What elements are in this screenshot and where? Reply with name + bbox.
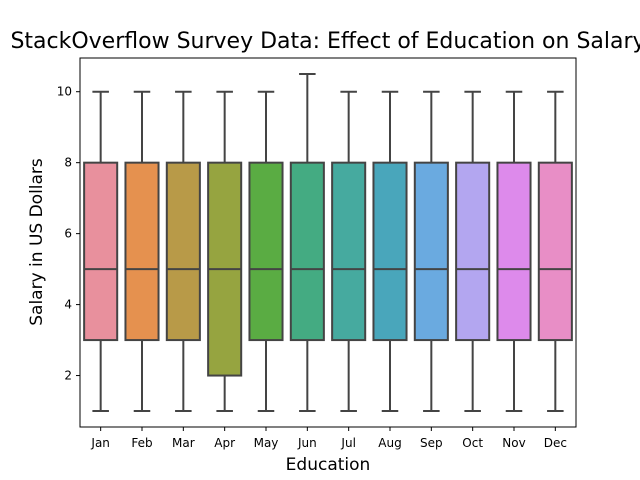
box-sep: [413, 90, 449, 413]
plot-frame: [79, 57, 577, 428]
x-tick-label-oct: Oct: [462, 436, 483, 450]
x-tick-label-sep: Sep: [420, 436, 443, 450]
box-body-dec: [537, 161, 573, 342]
x-tick-label-jul: Jul: [340, 436, 355, 450]
x-tick-label-mar: Mar: [172, 436, 195, 450]
y-tick-label-6: 6: [64, 227, 72, 241]
box-body-may: [248, 161, 284, 342]
box-nov: [496, 90, 532, 413]
box-body-jan: [83, 161, 119, 342]
x-tick-label-feb: Feb: [131, 436, 152, 450]
y-tick-label-8: 8: [64, 156, 72, 170]
plot-area: [83, 72, 573, 413]
x-axis-label: Education: [286, 455, 371, 475]
box-feb: [124, 90, 160, 413]
box-body-jun: [289, 161, 325, 342]
x-tick-label-dec: Dec: [544, 436, 567, 450]
y-axis-label: Salary in US Dollars: [27, 158, 47, 326]
box-may: [248, 90, 284, 413]
x-axis: Jan Feb Mar Apr May Jun Jul Aug Sep Oct Nov Dec: [90, 427, 567, 450]
box-body-jul: [331, 161, 367, 342]
x-tick-label-aug: Aug: [378, 436, 401, 450]
box-apr: [207, 90, 243, 413]
box-body-oct: [455, 161, 491, 342]
x-tick-label-may: May: [254, 436, 279, 450]
box-aug: [372, 90, 408, 413]
box-body-sep: [413, 161, 449, 342]
x-tick-label-jun: Jun: [297, 436, 317, 450]
box-jun: [289, 72, 325, 413]
box-body-nov: [496, 161, 532, 342]
box-jan: [83, 90, 119, 413]
chart-title: StackOverflow Survey Data: Effect of Edu…: [10, 29, 640, 54]
box-jul: [331, 90, 367, 413]
box-dec: [537, 90, 573, 413]
y-tick-label-2: 2: [64, 369, 72, 383]
box-body-aug: [372, 161, 408, 342]
y-tick-label-4: 4: [64, 298, 72, 312]
x-tick-label-apr: Apr: [214, 436, 235, 450]
y-tick-label-10: 10: [57, 85, 72, 99]
x-tick-label-jan: Jan: [90, 436, 110, 450]
y-axis: 2 4 6 8 10: [57, 85, 80, 383]
box-body-feb: [124, 161, 160, 342]
x-tick-label-nov: Nov: [502, 436, 525, 450]
box-body-mar: [165, 161, 201, 342]
box-mar: [165, 90, 201, 413]
box-oct: [455, 90, 491, 413]
